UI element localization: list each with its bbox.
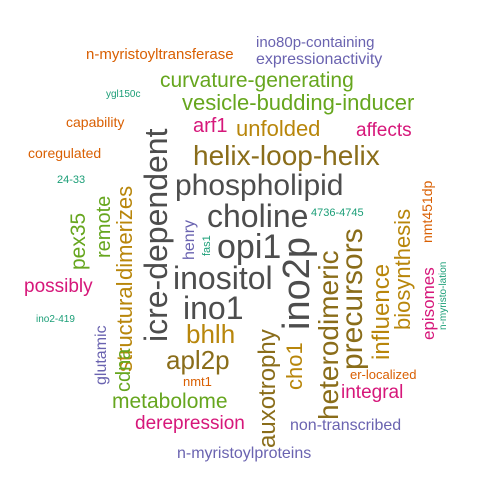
word-helix-loop-helix: helix-loop-helix: [193, 140, 380, 171]
word-n-myristo-lation: n-myristo-lation: [438, 261, 449, 330]
word-remote: remote: [93, 195, 115, 258]
word-apl2p: apl2p: [166, 345, 230, 375]
word-ino1: ino1: [183, 290, 244, 326]
word-ino2-419: ino2-419: [36, 314, 75, 325]
word-ino2p: ino2p: [276, 237, 318, 330]
word-cho1: cho1: [282, 342, 307, 390]
word-inositol: inositol: [173, 260, 273, 296]
word-arf1: arf1: [193, 115, 228, 137]
word-24-33: 24-33: [57, 174, 86, 186]
word-cdna: cdna: [113, 348, 135, 392]
word-phospholipid: phospholipid: [175, 169, 344, 202]
word-n-myristoylproteins: n-myristoylproteins: [177, 445, 312, 462]
word-icre-dependent: icre-dependent: [138, 128, 174, 342]
word-metabolome: metabolome: [112, 390, 228, 413]
word-non-transcribed: non-transcribed: [290, 417, 402, 434]
word-henry: henry: [181, 219, 198, 260]
word-er-localized: er-localized: [350, 367, 417, 382]
word-auxotrophy: auxotrophy: [254, 329, 281, 448]
word-biosynthesis: biosynthesis: [390, 208, 415, 330]
word-influence: influence: [368, 263, 395, 360]
word-capability: capability: [66, 114, 125, 130]
word-choline: choline: [207, 198, 309, 234]
word-opi1: opi1: [217, 228, 282, 266]
word-glutamic: glutamic: [93, 325, 110, 385]
word-episomes: episomes: [419, 267, 438, 340]
word-4736-4745: 4736-4745: [311, 207, 364, 219]
word-integral: integral: [341, 382, 404, 403]
word-ygl150c: ygl150c: [106, 89, 141, 100]
word-vesicle-budding-inducer: vesicle-budding-inducer: [182, 90, 415, 115]
word-derepression: derepression: [135, 413, 245, 434]
word-heterodimeric: heterodimeric: [313, 250, 344, 420]
word-affects: affects: [356, 120, 412, 141]
word-nmt451dp: nmt451dp: [419, 180, 435, 243]
word-unfolded: unfolded: [236, 116, 321, 141]
word-possibly: possibly: [24, 276, 93, 297]
word-fas1: fas1: [201, 235, 213, 256]
word-dimerizes: dimerizes: [112, 185, 137, 280]
word-curvature-generating: curvature-generating: [160, 69, 354, 92]
word-nmt1: nmt1: [183, 374, 212, 389]
word-expressionactivity: expressionactivity: [256, 51, 383, 68]
word-coregulated: coregulated: [28, 145, 102, 161]
word-n-myristoyltransferase: n-myristoyltransferase: [86, 46, 234, 63]
word-ino80p-containing: ino80p-containing: [256, 34, 375, 51]
word-pex35: pex35: [67, 212, 90, 270]
word-bhlh: bhlh: [186, 319, 236, 349]
